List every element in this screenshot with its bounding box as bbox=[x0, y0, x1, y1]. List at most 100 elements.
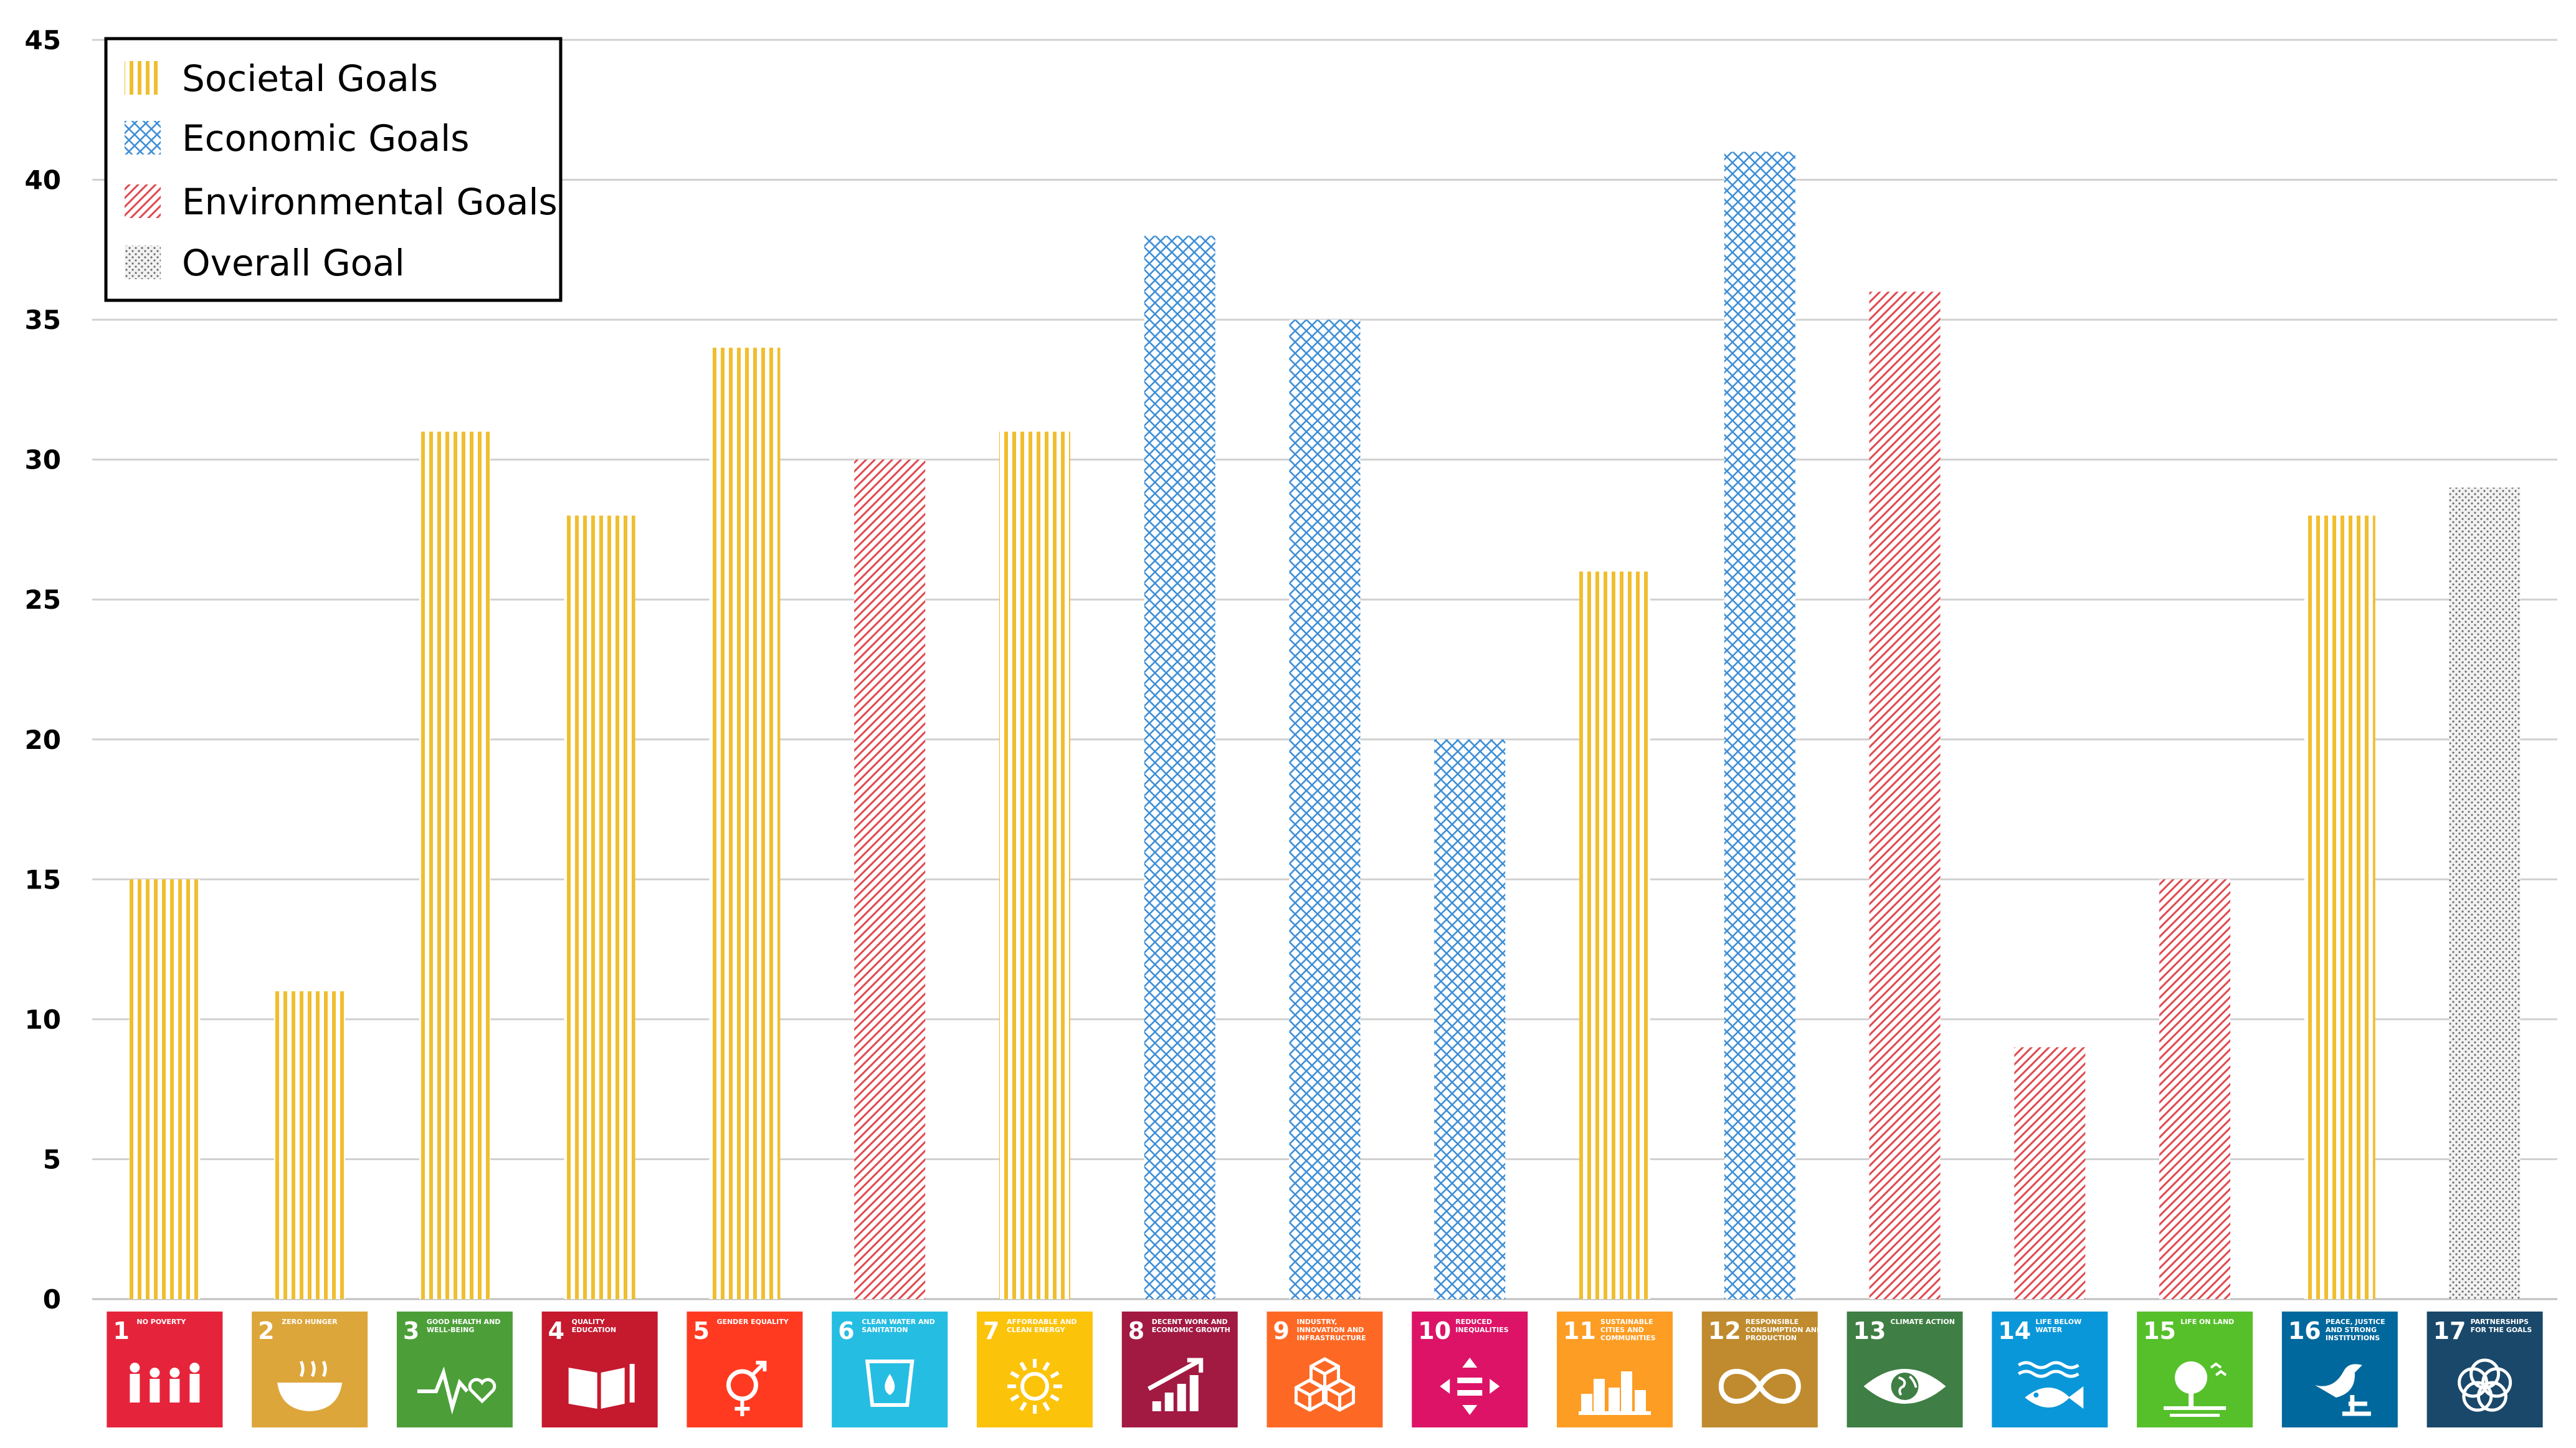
y-tick-label: 20 bbox=[25, 725, 61, 755]
sdg-icon-tile-3: 3 GOOD HEALTH AND WELL-BEING bbox=[396, 1312, 513, 1427]
bar-goal-1 bbox=[129, 879, 201, 1299]
legend: Societal Goals Economic Goals Environmenta… bbox=[104, 37, 563, 302]
sdg-tile-background bbox=[2281, 1312, 2398, 1427]
sdg-icon-tile-13: 13 CLIMATE ACTION bbox=[1846, 1312, 1963, 1427]
sdg-number: 11 bbox=[1563, 1317, 1596, 1345]
legend-label: Environmental Goals bbox=[182, 181, 558, 223]
family-icon bbox=[130, 1363, 200, 1403]
sdg-tile-background bbox=[1992, 1312, 2108, 1427]
sdg-number: 13 bbox=[1853, 1317, 1886, 1345]
sdg-icon-tile-16: 16 PEACE, JUSTICE AND STRONG INSTITUTIONS bbox=[2281, 1312, 2398, 1427]
sdg-number: 1 bbox=[113, 1317, 129, 1345]
sdg-tile-background bbox=[107, 1312, 223, 1427]
water-drop-icon bbox=[865, 1360, 915, 1407]
sdg-icon-tile-8: 8 DECENT WORK AND ECONOMIC GROWTH bbox=[1121, 1312, 1238, 1427]
infinity-icon bbox=[1718, 1369, 1801, 1404]
bar-goal-15 bbox=[2159, 879, 2231, 1299]
sdg-icon-row: 1 NO POVERTY 2 ZERO HUNGER 3 GOOD HEALTH AND W… bbox=[107, 1312, 2543, 1427]
bar-goal-11 bbox=[1579, 571, 1651, 1300]
sdg-icon-tile-17: 17 PARTNERSHIPS FOR THE GOALS bbox=[2426, 1312, 2543, 1427]
sdg-number: 14 bbox=[1998, 1317, 2031, 1345]
sdg-title: CLIMATE ACTION bbox=[1891, 1318, 1955, 1326]
legend-swatch bbox=[125, 121, 161, 155]
bar-goal-6 bbox=[854, 459, 926, 1299]
sdg-title: DECENT WORK AND ECONOMIC GROWTH bbox=[1152, 1318, 1230, 1334]
sun-icon bbox=[1007, 1359, 1062, 1414]
y-tick-label: 35 bbox=[25, 305, 61, 335]
y-tick-label: 0 bbox=[43, 1284, 61, 1315]
sdg-number: 17 bbox=[2433, 1317, 2466, 1345]
bowl-icon bbox=[277, 1360, 343, 1411]
sdg-icon-tile-14: 14 LIFE BELOW WATER bbox=[1992, 1312, 2108, 1427]
bar-goal-10 bbox=[1434, 739, 1506, 1299]
sdg-number: 12 bbox=[1708, 1317, 1741, 1345]
legend-label: Societal Goals bbox=[182, 57, 438, 100]
sdg-number: 10 bbox=[1418, 1317, 1451, 1345]
legend-item-economic: Economic Goals bbox=[125, 117, 470, 160]
bar-goal-7 bbox=[999, 431, 1070, 1299]
legend-box bbox=[104, 37, 563, 302]
sdg-number: 3 bbox=[403, 1317, 419, 1345]
sdg-title: RESPONSIBLE CONSUMPTION AND PRODUCTION bbox=[1746, 1318, 1822, 1342]
heartbeat-icon bbox=[417, 1366, 497, 1415]
bar-goal-9 bbox=[1289, 320, 1361, 1299]
bar-goal-17 bbox=[2449, 487, 2521, 1299]
sdg-title: QUALITY EDUCATION bbox=[572, 1318, 616, 1334]
city-icon bbox=[1579, 1371, 1652, 1415]
bar-goal-5 bbox=[709, 348, 781, 1299]
sdg-title: CLEAN WATER AND SANITATION bbox=[862, 1318, 935, 1334]
bar-goal-13 bbox=[1869, 292, 1941, 1300]
y-tick-label: 15 bbox=[25, 864, 61, 895]
dove-icon bbox=[2314, 1364, 2371, 1416]
legend-item-environmental: Environmental Goals bbox=[125, 181, 558, 223]
bar-goal-8 bbox=[1144, 236, 1215, 1299]
sdg-icon-tile-5: 5 GENDER EQUALITY bbox=[687, 1312, 803, 1427]
y-tick-label: 45 bbox=[25, 25, 61, 55]
bars bbox=[129, 151, 2521, 1300]
sdg-number: 2 bbox=[258, 1317, 274, 1345]
growth-chart-icon bbox=[1148, 1358, 1204, 1411]
sdg-tile-background bbox=[1701, 1312, 1818, 1427]
sdg-tile-background bbox=[1267, 1312, 1383, 1427]
sdg-icon-tile-4: 4 QUALITY EDUCATION bbox=[541, 1312, 658, 1427]
cubes-icon bbox=[1295, 1357, 1355, 1412]
sdg-title: NO POVERTY bbox=[136, 1318, 186, 1326]
sdg-number: 6 bbox=[838, 1317, 854, 1345]
sdg-title: INDUSTRY, INNOVATION AND INFRASTRUCTURE bbox=[1297, 1318, 1366, 1342]
bar-goal-16 bbox=[2304, 515, 2375, 1299]
sdg-tile-background bbox=[396, 1312, 513, 1427]
sdg-number: 5 bbox=[693, 1317, 709, 1345]
sdg-icon-tile-6: 6 CLEAN WATER AND SANITATION bbox=[832, 1312, 948, 1427]
legend-swatch bbox=[125, 245, 161, 279]
sdg-icon-tile-9: 9 INDUSTRY, INNOVATION AND INFRASTRUCTURE bbox=[1267, 1312, 1383, 1427]
legend-item-societal: Societal Goals bbox=[125, 57, 438, 100]
sdg-icon-tile-11: 11 SUSTAINABLE CITIES AND COMMUNITIES bbox=[1557, 1312, 1673, 1427]
earth-eye-icon bbox=[1863, 1369, 1946, 1404]
sdg-title: GOOD HEALTH AND WELL-BEING bbox=[427, 1318, 501, 1334]
sdg-icon-tile-15: 15 LIFE ON LAND bbox=[2137, 1312, 2253, 1427]
sdg-title: AFFORDABLE AND CLEAN ENERGY bbox=[1007, 1318, 1077, 1334]
sdg-icon-tile-10: 10 REDUCED INEQUALITIES bbox=[1412, 1312, 1528, 1427]
sdg-icon-tile-2: 2 ZERO HUNGER bbox=[252, 1312, 368, 1427]
bar-goal-12 bbox=[1724, 151, 1795, 1300]
sdg-number: 7 bbox=[983, 1317, 999, 1345]
legend-label: Overall Goal bbox=[182, 242, 405, 284]
sdg-number: 9 bbox=[1273, 1317, 1290, 1345]
legend-swatch bbox=[125, 184, 161, 218]
tree-icon bbox=[2164, 1361, 2227, 1417]
sdg-number: 16 bbox=[2288, 1317, 2321, 1345]
sdg-title: GENDER EQUALITY bbox=[716, 1318, 789, 1326]
y-axis: 0 5 10 15 20 25 30 35 40 45 bbox=[25, 25, 61, 1315]
sdg-icon-tile-1: 1 NO POVERTY bbox=[107, 1312, 223, 1427]
y-tick-label: 10 bbox=[25, 1004, 61, 1035]
bar-goal-14 bbox=[2014, 1047, 2086, 1299]
sdg-title: LIFE ON LAND bbox=[2180, 1318, 2234, 1326]
fish-icon bbox=[2017, 1361, 2084, 1409]
sdg-tile-background bbox=[832, 1312, 948, 1427]
gender-icon bbox=[726, 1361, 767, 1416]
y-tick-label: 40 bbox=[25, 165, 61, 196]
sdg-number: 4 bbox=[548, 1317, 564, 1345]
y-tick-label: 30 bbox=[25, 445, 61, 475]
sdg-number: 15 bbox=[2143, 1317, 2176, 1345]
legend-label: Economic Goals bbox=[182, 117, 470, 160]
